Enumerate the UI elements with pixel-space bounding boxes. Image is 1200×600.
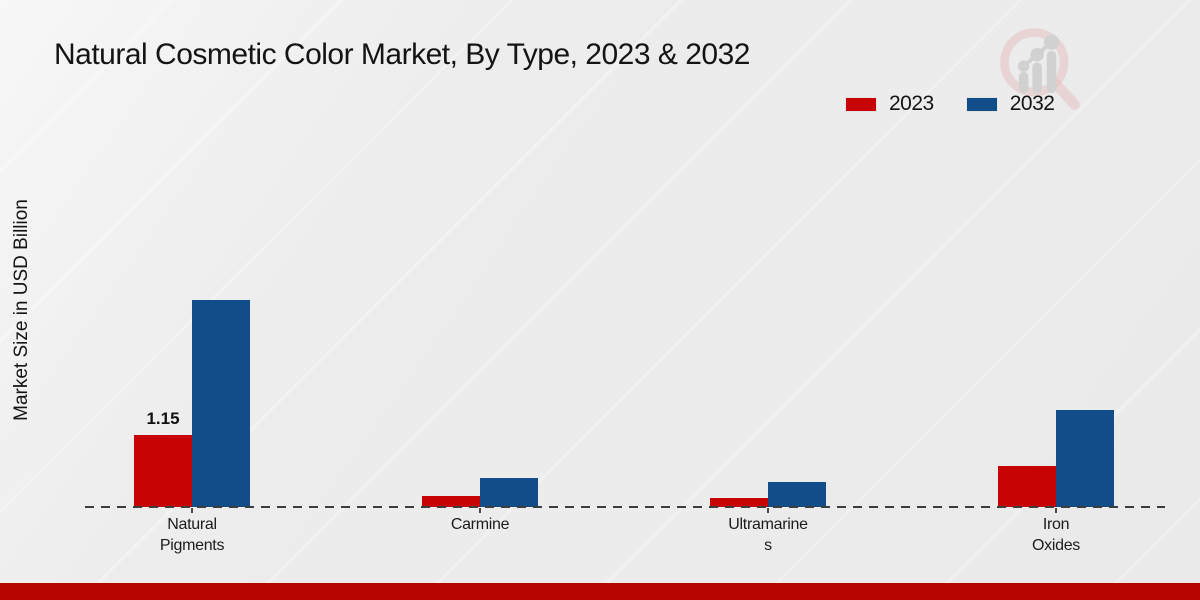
bar-2032-iron-oxides: [1056, 410, 1114, 507]
category-label-natural-pigments: Natural Pigments: [159, 516, 225, 554]
bar-2023-carmine: [422, 496, 480, 507]
category-label-ultramarines: Ultramarine s: [728, 516, 808, 554]
x-axis-tick-natural-pigments: [191, 508, 193, 513]
bar-data-label-2023-natural-pigments: 1.15: [146, 409, 180, 428]
legend: 2023 2032: [845, 92, 1055, 116]
legend-label-2032: 2032: [1009, 92, 1055, 115]
x-axis-baseline: [85, 506, 1165, 508]
bar-2032-ultramarines: [768, 482, 826, 507]
chart-title: Natural Cosmetic Color Market, By Type, …: [54, 38, 750, 71]
legend-swatch-2023: [845, 96, 877, 112]
category-label-iron-oxides: Iron Oxides: [1032, 516, 1080, 554]
x-axis-tick-iron-oxides: [1055, 508, 1057, 513]
bar-2023-ultramarines: [710, 498, 768, 507]
footer-red-bar: [0, 583, 1200, 600]
bar-2032-carmine: [480, 478, 538, 507]
legend-swatch-2032: [965, 96, 998, 112]
bar-2032-natural-pigments: [192, 300, 250, 507]
category-label-carmine: Carmine: [450, 516, 510, 533]
x-axis-tick-carmine: [479, 508, 481, 513]
bar-2023-iron-oxides: [998, 466, 1056, 507]
legend-item-2023: 2023: [845, 92, 934, 116]
legend-label-2023: 2023: [889, 92, 934, 115]
bar-2023-natural-pigments: [134, 435, 192, 507]
legend-item-2032: 2032: [965, 92, 1055, 116]
x-axis-tick-ultramarines: [767, 508, 769, 513]
magnifier-bar-chart-watermark-icon: [1000, 28, 1080, 110]
